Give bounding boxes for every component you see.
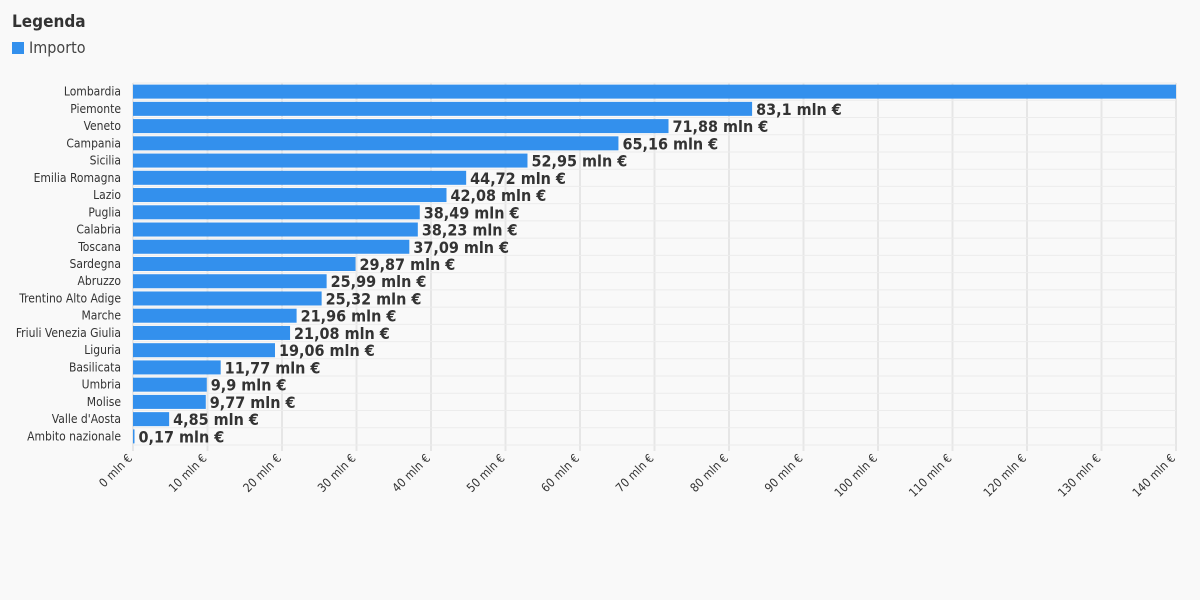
- category-label: Veneto: [84, 119, 122, 133]
- x-tick-label: 140 mln €: [1130, 451, 1179, 500]
- value-label: 21,08 mln €: [294, 324, 390, 343]
- bar[interactable]: [133, 239, 410, 254]
- x-tick-label: 90 mln €: [762, 451, 806, 495]
- value-label: 44,72 mln €: [470, 169, 566, 188]
- bar[interactable]: [133, 119, 669, 134]
- bar[interactable]: [133, 84, 1176, 99]
- value-label: 71,88 mln €: [673, 117, 769, 136]
- category-label: Marche: [81, 309, 121, 323]
- value-label: 25,32 mln €: [326, 289, 422, 308]
- category-label: Sardegna: [69, 257, 121, 271]
- category-label: Umbria: [82, 378, 121, 392]
- value-label: 9,77 mln €: [210, 393, 296, 412]
- bar[interactable]: [133, 412, 170, 427]
- bar[interactable]: [133, 291, 322, 306]
- bar[interactable]: [133, 188, 447, 203]
- bar[interactable]: [133, 274, 327, 289]
- category-label: Lazio: [93, 188, 121, 202]
- bar[interactable]: [133, 205, 420, 220]
- value-label: 38,49 mln €: [424, 203, 520, 222]
- category-label: Campania: [66, 136, 121, 150]
- bar[interactable]: [133, 360, 221, 375]
- x-tick-label: 70 mln €: [613, 451, 657, 495]
- x-tick-label: 40 mln €: [389, 451, 433, 495]
- value-label: 52,95 mln €: [531, 152, 627, 171]
- category-label: Sicilia: [90, 154, 121, 168]
- bar[interactable]: [133, 170, 467, 185]
- category-label: Friuli Venezia Giulia: [16, 326, 121, 340]
- category-label: Liguria: [84, 343, 121, 357]
- bar[interactable]: [133, 101, 753, 116]
- x-tick-label: 120 mln €: [981, 451, 1030, 500]
- value-label: 83,1 mln €: [756, 100, 842, 119]
- bar[interactable]: [133, 325, 291, 340]
- bar[interactable]: [133, 136, 619, 151]
- category-label: Emilia Romagna: [34, 171, 121, 185]
- value-label: 21,96 mln €: [301, 307, 397, 326]
- category-label: Ambito nazionale: [27, 429, 121, 443]
- value-label: 19,06 mln €: [279, 341, 375, 360]
- bar[interactable]: [133, 394, 206, 409]
- legend-title: Legenda: [12, 12, 86, 32]
- x-tick-label: 130 mln €: [1055, 451, 1104, 500]
- legend: Legenda Importo: [12, 12, 86, 57]
- bar[interactable]: [133, 257, 356, 271]
- value-label: 42,08 mln €: [450, 186, 546, 205]
- value-label: 37,09 mln €: [413, 238, 509, 257]
- category-label: Lombardia: [64, 85, 121, 99]
- x-tick-label: 80 mln €: [687, 451, 731, 495]
- category-label: Valle d'Aosta: [52, 412, 121, 426]
- x-tick-label: 50 mln €: [464, 451, 508, 495]
- x-tick-label: 100 mln €: [832, 451, 881, 500]
- bar[interactable]: [133, 377, 207, 392]
- category-label: Trentino Alto Adige: [18, 291, 121, 305]
- x-tick-label: 10 mln €: [166, 451, 210, 495]
- value-label: 4,85 mln €: [173, 410, 259, 429]
- x-tick-label: 30 mln €: [315, 451, 359, 495]
- x-tick-label: 20 mln €: [240, 451, 284, 495]
- category-label: Molise: [87, 395, 122, 409]
- category-label: Puglia: [88, 205, 121, 219]
- value-label: 38,23 mln €: [422, 221, 518, 240]
- bar[interactable]: [133, 343, 275, 358]
- value-label: 29,87 mln €: [360, 255, 456, 274]
- legend-swatch: [12, 41, 24, 54]
- bar[interactable]: [133, 222, 418, 237]
- legend-item-importo[interactable]: Importo: [12, 38, 86, 57]
- category-label: Calabria: [76, 223, 121, 237]
- value-label: 65,16 mln €: [622, 134, 718, 153]
- bar[interactable]: [133, 153, 528, 168]
- bar[interactable]: [133, 308, 297, 323]
- category-label: Abruzzo: [78, 274, 122, 288]
- value-label: 25,99 mln €: [331, 272, 427, 291]
- value-label: 0,17 mln €: [139, 427, 225, 446]
- value-label: 11,77 mln €: [225, 358, 321, 377]
- x-tick-label: 0 mln €: [96, 451, 135, 490]
- value-label: 9,9 mln €: [211, 376, 287, 395]
- x-tick-label: 60 mln €: [538, 451, 582, 495]
- category-label: Basilicata: [69, 360, 121, 374]
- category-label: Piemonte: [70, 102, 121, 116]
- legend-item-label: Importo: [29, 38, 86, 57]
- category-label: Toscana: [77, 240, 121, 254]
- bar[interactable]: [133, 429, 135, 444]
- x-tick-label: 110 mln €: [906, 451, 955, 500]
